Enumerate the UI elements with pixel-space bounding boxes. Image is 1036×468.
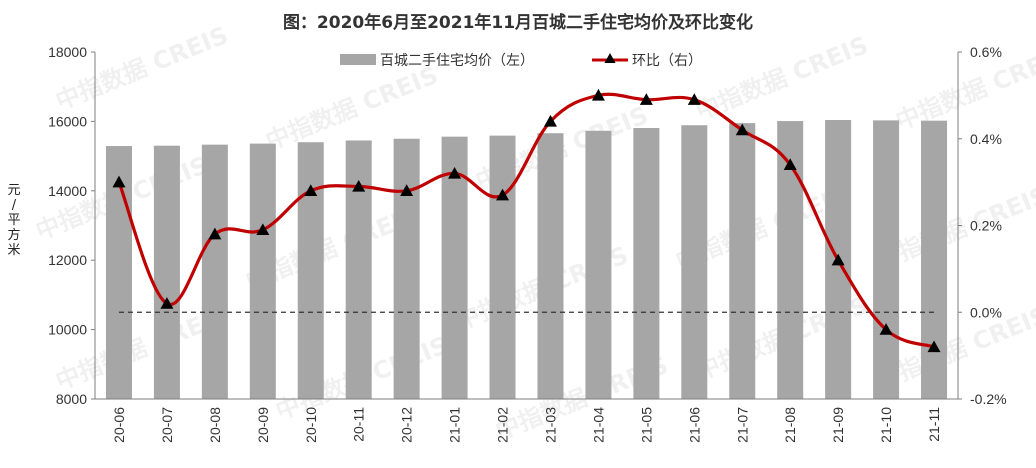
bar (297, 142, 324, 399)
y-axis-left-label-char: 方 (7, 227, 20, 243)
bar (729, 123, 756, 399)
line-marker (304, 184, 318, 196)
x-axis-tick: 20-06 (111, 407, 127, 443)
y-axis-right-tick: 0.0% (970, 304, 1002, 320)
x-axis-tick: 20-07 (159, 407, 175, 443)
bar (201, 144, 228, 399)
line-marker (783, 158, 797, 170)
line-marker (256, 223, 270, 236)
line-marker (591, 88, 605, 101)
x-axis-tick: 21-03 (542, 407, 558, 443)
bar (921, 120, 948, 400)
line-marker (160, 297, 174, 309)
line-marker (400, 184, 414, 196)
y-axis-right-tick: -0.2% (970, 391, 1007, 407)
y-axis-left-tick: 12000 (48, 252, 87, 268)
bar (585, 130, 612, 400)
line-marker (831, 253, 845, 266)
line-marker (208, 227, 222, 240)
y-axis-left-label-char: / (12, 198, 17, 213)
chart-title: 图：2020年6月至2021年11月百城二手住宅均价及环比变化 (283, 12, 753, 33)
x-axis-ticks: 20-06 20-07 20-08 20-09 20-10 20-11 20-12 21-01… (111, 407, 942, 443)
x-axis-tick: 21-01 (447, 407, 463, 443)
bar (873, 120, 900, 399)
x-axis-tick: 21-07 (734, 407, 750, 443)
y-axis-left-tick: 18000 (48, 44, 87, 60)
y-axis-left-label: 元/平方米 (7, 183, 20, 258)
bar (489, 135, 516, 399)
x-axis-tick: 20-08 (207, 407, 223, 443)
watermark-text: 中指数据 CREIS (892, 41, 1036, 136)
legend: 百城二手住宅均价（左） 环比（右） (340, 53, 702, 69)
y-axis-right-tick: 0.2% (970, 218, 1002, 234)
line-markers (112, 88, 941, 353)
bar (633, 127, 660, 400)
x-axis-tick: 21-10 (878, 407, 894, 443)
x-axis-tick: 20-09 (255, 407, 271, 443)
x-axis-tick: 21-08 (782, 407, 798, 443)
y-axis-left-tick: 14000 (48, 183, 87, 199)
bar (249, 143, 276, 399)
x-axis-tick: 20-11 (351, 407, 367, 442)
line-marker (352, 179, 366, 192)
x-axis-tick: 21-11 (926, 407, 942, 442)
x-axis-tick: 21-02 (495, 407, 511, 443)
y-axis-left-label-char: 米 (7, 243, 20, 258)
bar (393, 138, 420, 399)
y-axis-left-tick: 16000 (48, 113, 87, 129)
line-marker (448, 166, 462, 179)
line-series (117, 92, 935, 349)
bar (105, 146, 132, 399)
legend-bar-label: 百城二手住宅均价（左） (380, 53, 534, 69)
line-marker (735, 123, 749, 136)
line-path (117, 92, 935, 349)
bar (153, 145, 180, 399)
x-axis-tick: 20-10 (303, 407, 319, 443)
x-axis-tick: 21-04 (590, 407, 606, 443)
legend-line-label: 环比（右） (632, 53, 702, 69)
legend-bar-swatch (340, 54, 376, 65)
watermark-text: 中指数据 CREIS (52, 21, 232, 116)
y-axis-left-tick: 8000 (56, 391, 87, 407)
line-marker (543, 114, 557, 127)
y-axis-left-label-char: 平 (7, 213, 20, 228)
y-axis-left-label-char: 元 (7, 183, 20, 198)
x-axis-tick: 20-12 (399, 407, 415, 443)
line-marker (687, 93, 701, 105)
line-marker (639, 93, 653, 105)
y-axis-right-tick: 0.6% (970, 44, 1002, 60)
x-axis-tick: 21-09 (830, 407, 846, 443)
y-axis-right-ticks: -0.2% 0.0% 0.2% 0.4% 0.6% (958, 44, 1007, 407)
line-marker (927, 340, 941, 353)
y-axis-left-ticks: 8000 10000 12000 14000 16000 18000 (48, 44, 95, 407)
line-marker (496, 188, 510, 201)
legend-line-marker (604, 53, 616, 63)
y-axis-left-tick: 10000 (48, 322, 87, 338)
y-axis-right-tick: 0.4% (970, 131, 1002, 147)
line-marker (879, 323, 893, 335)
line-marker (112, 175, 126, 188)
bar-series (105, 120, 948, 400)
x-axis-tick: 21-06 (686, 407, 702, 443)
x-axis-tick: 21-05 (638, 407, 654, 443)
bar (441, 136, 468, 399)
bar (681, 125, 708, 399)
bar (345, 140, 372, 400)
bar (537, 133, 564, 399)
